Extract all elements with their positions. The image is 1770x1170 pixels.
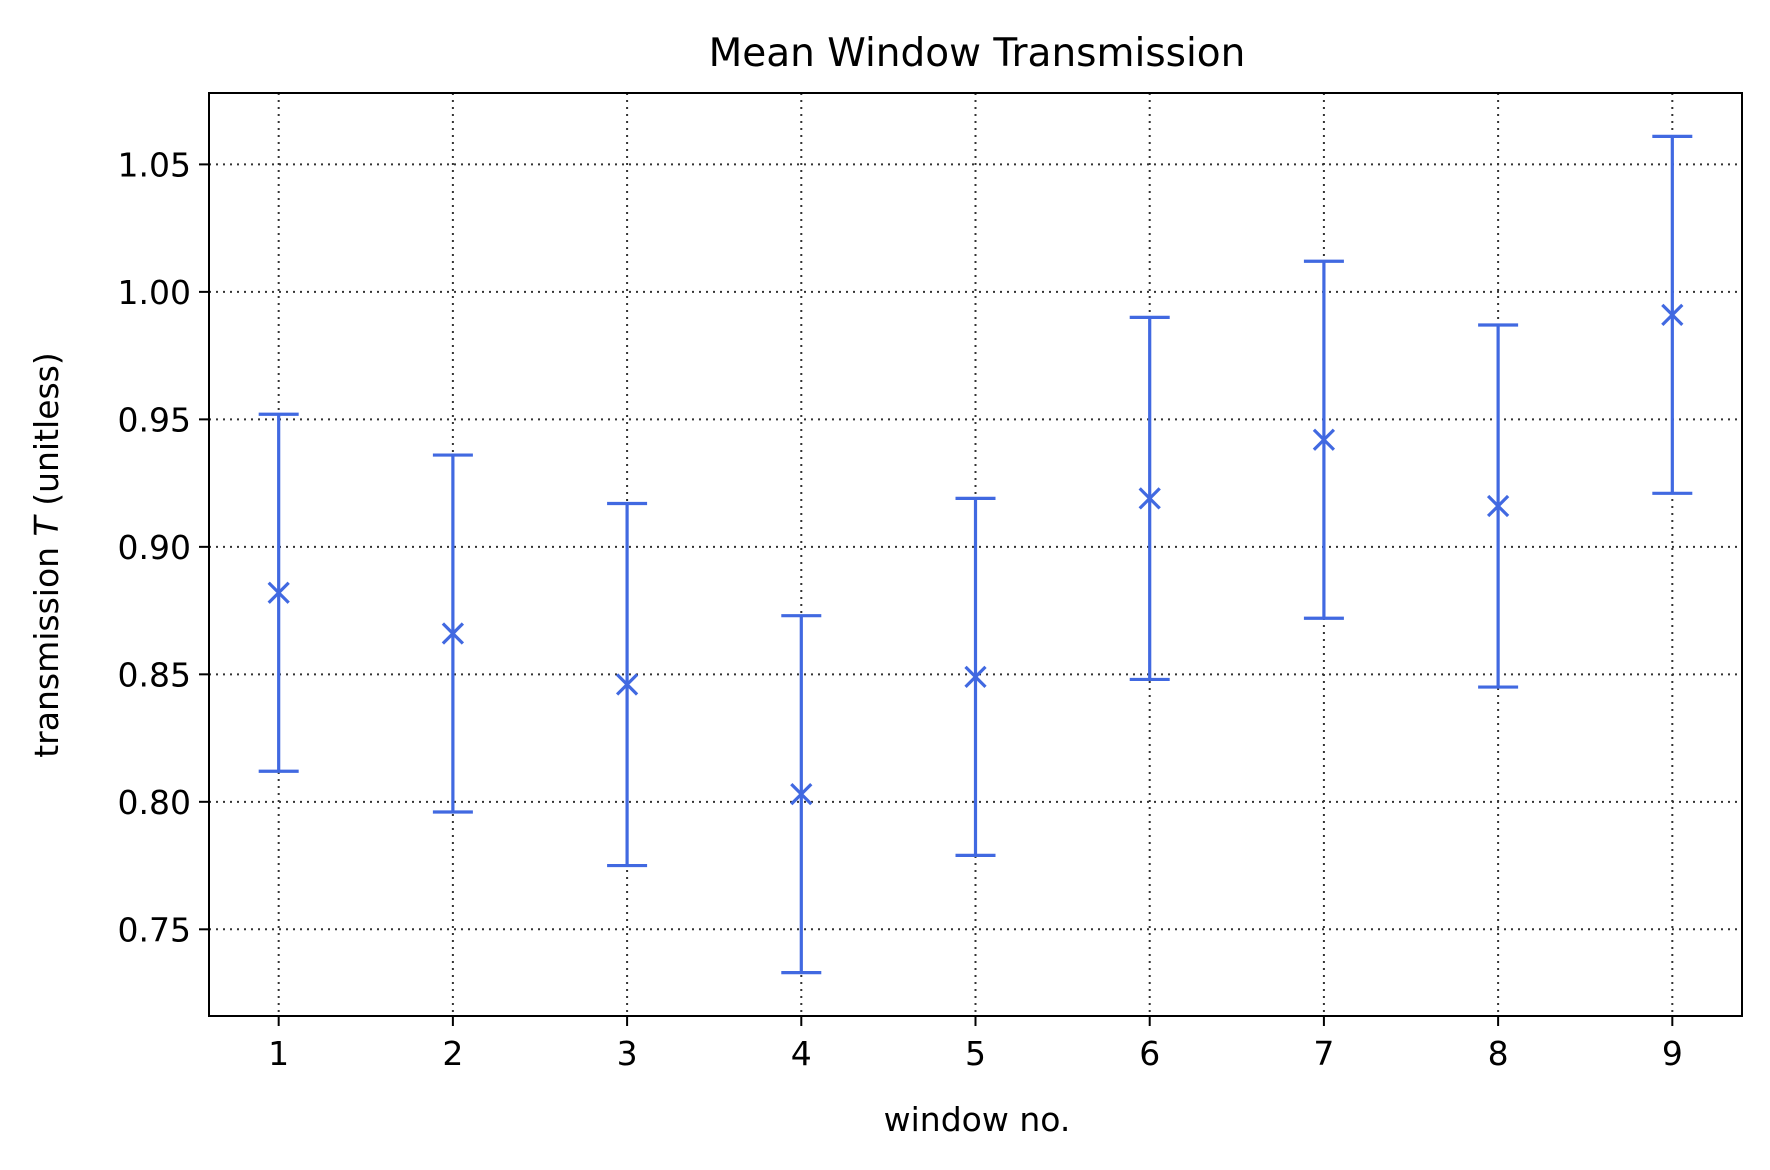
data-point — [790, 783, 813, 806]
x-tick-label: 3 — [617, 1034, 638, 1073]
x-axis-ticks: 1 2 3 4 5 6 7 8 9 — [268, 1016, 1683, 1073]
x-tick-label: 1 — [268, 1034, 289, 1073]
x-tick-label: 9 — [1662, 1034, 1683, 1073]
data-point — [964, 665, 987, 689]
data-markers — [267, 303, 1684, 806]
data-point — [1138, 487, 1161, 510]
x-tick-label: 4 — [791, 1034, 812, 1073]
x-axis-title: window no. — [884, 1100, 1071, 1139]
y-axis-title-symbol: T — [27, 513, 66, 536]
y-tick-label: 0.85 — [118, 655, 191, 694]
data-point — [1661, 303, 1684, 326]
y-tick-label: 1.05 — [118, 145, 191, 184]
x-tick-label: 7 — [1313, 1034, 1334, 1073]
x-tick-label: 2 — [442, 1034, 463, 1073]
y-axis-title: transmission T (unitless) — [27, 352, 66, 758]
y-tick-label: 0.95 — [118, 400, 191, 439]
y-axis-title-suffix: (unitless) — [27, 352, 66, 516]
data-point — [615, 673, 639, 696]
data-point — [267, 581, 290, 604]
chart-title: Mean Window Transmission — [709, 31, 1246, 76]
y-tick-label: 1.00 — [118, 273, 191, 312]
y-tick-label: 0.80 — [118, 783, 191, 822]
x-tick-label: 8 — [1488, 1034, 1509, 1073]
y-tick-label: 0.75 — [118, 910, 191, 949]
y-axis-title-prefix: transmission — [27, 536, 66, 757]
x-tick-label: 5 — [965, 1034, 986, 1073]
data-point — [1486, 494, 1510, 518]
x-tick-label: 6 — [1139, 1034, 1160, 1073]
y-axis-ticks: 0.75 0.80 0.85 0.90 0.95 1.00 1.05 — [118, 145, 209, 949]
y-tick-label: 0.90 — [118, 528, 191, 567]
data-point — [1312, 428, 1336, 451]
data-point — [441, 622, 465, 645]
